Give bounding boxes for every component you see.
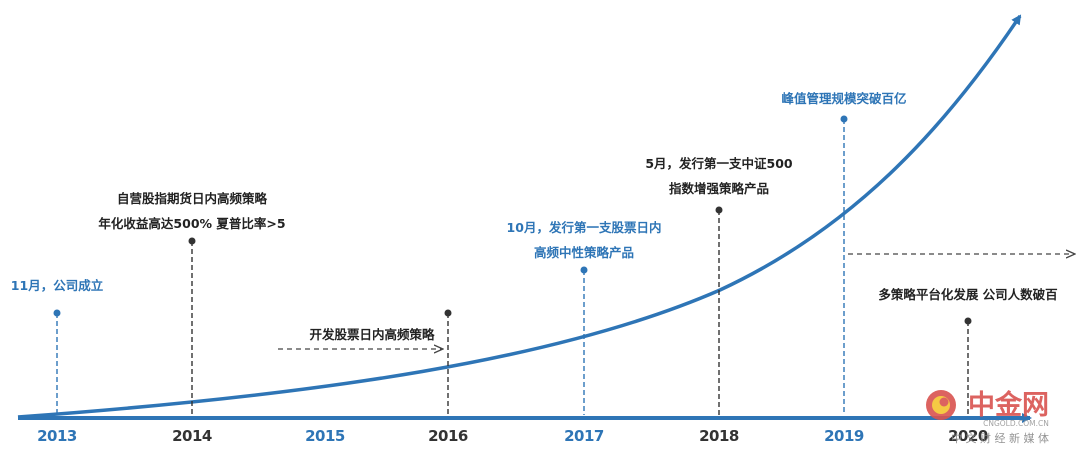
year-label-2015: 2015 <box>305 427 345 445</box>
event-2019-label: 峰值管理规模突破百亿 <box>781 91 906 106</box>
year-label-2013: 2013 <box>37 427 77 445</box>
event-2014-label-2: 年化收益高达500% 夏普比率>5 <box>98 216 285 231</box>
event-2017-label-1: 10月，发行第一支股票日内 <box>507 220 662 235</box>
pin-2020 <box>964 317 972 415</box>
year-label-2020: 2020 <box>948 427 988 445</box>
watermark-tagline: 中 文 财 经 新 媒 体 <box>951 431 1049 445</box>
year-label-2019: 2019 <box>824 427 864 445</box>
pin-2018 <box>715 206 723 415</box>
event-2017-label-2: 高频中性策略产品 <box>534 245 634 260</box>
watermark-url: CNGOLD.COM.CN <box>983 419 1049 428</box>
pin-2016 <box>444 309 452 415</box>
watermark-logo-icon <box>926 390 956 420</box>
event-2020-label: 多策略平台化发展 公司人数破百 <box>878 287 1057 302</box>
growth-curve <box>17 14 1022 419</box>
year-label-2017: 2017 <box>564 427 604 445</box>
event-2016-label: 开发股票日内高频策略 <box>309 327 435 342</box>
event-2018-label-2: 指数增强策略产品 <box>669 181 769 196</box>
event-2014-label-1: 自营股指期货日内高频策略 <box>117 191 268 206</box>
pin-2014 <box>188 237 196 415</box>
event-2018-label-1: 5月，发行第一支中证500 <box>645 156 793 171</box>
pin-2019 <box>840 115 848 415</box>
event-2013-label: 11月，公司成立 <box>11 278 104 293</box>
pin-2013 <box>53 309 61 415</box>
pin-2017 <box>580 266 588 415</box>
watermark-brand: 中金网 <box>968 389 1049 421</box>
watermark: 中金网 CNGOLD.COM.CN 中 文 财 经 新 媒 体 <box>926 389 1049 445</box>
year-label-2016: 2016 <box>428 427 468 445</box>
year-label-2014: 2014 <box>172 427 212 445</box>
year-label-2018: 2018 <box>699 427 739 445</box>
